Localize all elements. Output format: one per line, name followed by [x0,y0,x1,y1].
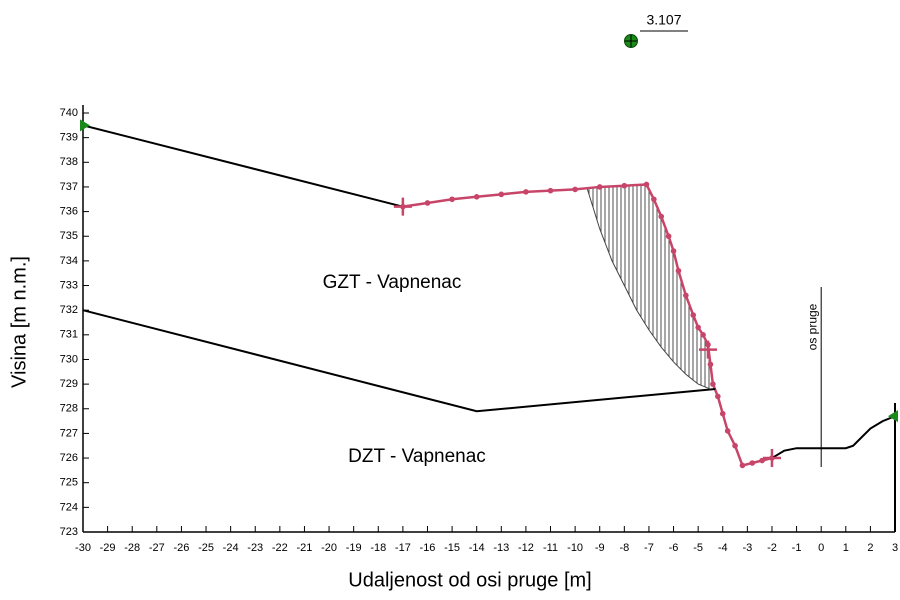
y-tick-label: 736 [60,205,78,217]
x-tick-label: -3 [742,542,752,554]
x-tick-label: -29 [100,542,116,554]
y-tick-label: 740 [60,107,78,119]
profile-line [82,309,716,413]
point [695,324,701,331]
x-tick-label: 1 [843,542,849,554]
y-axis-title: Visina [m n.m.] [8,256,30,388]
y-tick-label: 734 [60,255,78,267]
point [700,332,706,338]
point [547,187,554,194]
y-tick-label: 730 [60,353,78,365]
y-tick-label: 727 [60,427,78,439]
x-tick-label: -9 [595,542,605,554]
x-tick-label: -27 [149,542,165,554]
profile-line [402,183,773,467]
x-tick-label: 3 [892,542,898,554]
y-tick-label: 739 [60,132,78,144]
y-tick-label: 738 [60,156,78,168]
x-tick-label: -24 [223,542,239,554]
x-tick-label: -30 [75,542,91,554]
point [749,460,756,466]
y-tick-label: 725 [60,477,78,489]
x-tick-label: -16 [420,542,436,554]
x-tick-label: 2 [867,542,873,554]
layer-label: DZT - Vapnenac [348,446,486,467]
cross-marker [762,449,781,468]
safety-factor: 3.107 [646,12,681,28]
x-tick-label: -8 [619,542,629,554]
point [424,200,431,206]
point [651,196,657,203]
point [719,410,726,417]
y-tick-label: 733 [60,279,78,291]
point [473,194,480,200]
y-tick-label: 724 [60,501,78,513]
point [707,361,714,368]
point [739,462,746,469]
slip-hatch [587,184,711,390]
y-tick-label: 723 [60,526,78,538]
y-tick-label: 735 [60,230,78,242]
x-tick-label: -18 [370,542,386,554]
x-tick-label: -12 [518,542,534,554]
point [690,312,697,318]
point [675,267,682,274]
point [596,184,603,190]
point [670,248,677,254]
x-tick-label: -26 [173,542,189,554]
x-tick-label: -23 [247,542,263,554]
layer-label: GZT - Vapnenac [323,272,462,293]
cross-marker [393,197,412,216]
x-tick-label: -21 [297,542,313,554]
point [683,292,689,299]
profile-line [771,415,896,459]
x-tick-label: -13 [493,542,509,554]
slip-surface [586,189,711,390]
x-tick-label: -1 [792,542,802,554]
x-tick-label: -4 [718,542,728,554]
x-tick-label: -19 [346,542,362,554]
point [621,182,628,189]
x-tick-label: -14 [469,542,485,554]
x-tick-label: -15 [444,542,460,554]
x-tick-label: -11 [543,542,558,554]
profile-line [82,124,404,208]
y-tick-label: 728 [60,403,78,415]
point [732,442,738,449]
end-marker [80,119,90,132]
x-tick-label: -22 [272,542,288,554]
point [572,186,578,193]
point [658,213,665,220]
x-tick-label: -2 [767,542,777,554]
point [498,191,505,198]
x-tick-label: -17 [395,542,411,554]
x-axis-title: Udaljenost od osi pruge [m] [348,569,591,591]
x-tick-label: -5 [693,542,703,554]
x-tick-label: -7 [644,542,654,554]
x-tick-label: 0 [818,542,824,554]
x-tick-label: -28 [124,542,140,554]
track-axis-label: os pruge [805,303,819,350]
point [724,428,731,434]
x-tick-label: -25 [198,542,214,554]
cross-marker [698,340,717,359]
end-marker [888,410,898,423]
point [523,189,529,195]
point [643,181,650,188]
y-tick-label: 731 [60,329,78,341]
x-tick-label: -10 [567,542,583,554]
x-tick-label: -6 [669,542,679,554]
y-tick-label: 737 [60,181,78,193]
point [710,381,716,387]
point [449,196,455,203]
y-tick-label: 726 [60,452,78,464]
point [715,393,721,400]
y-tick-label: 732 [60,304,78,316]
point [665,233,672,240]
y-tick-label: 729 [60,378,78,390]
x-tick-label: -20 [321,542,337,554]
